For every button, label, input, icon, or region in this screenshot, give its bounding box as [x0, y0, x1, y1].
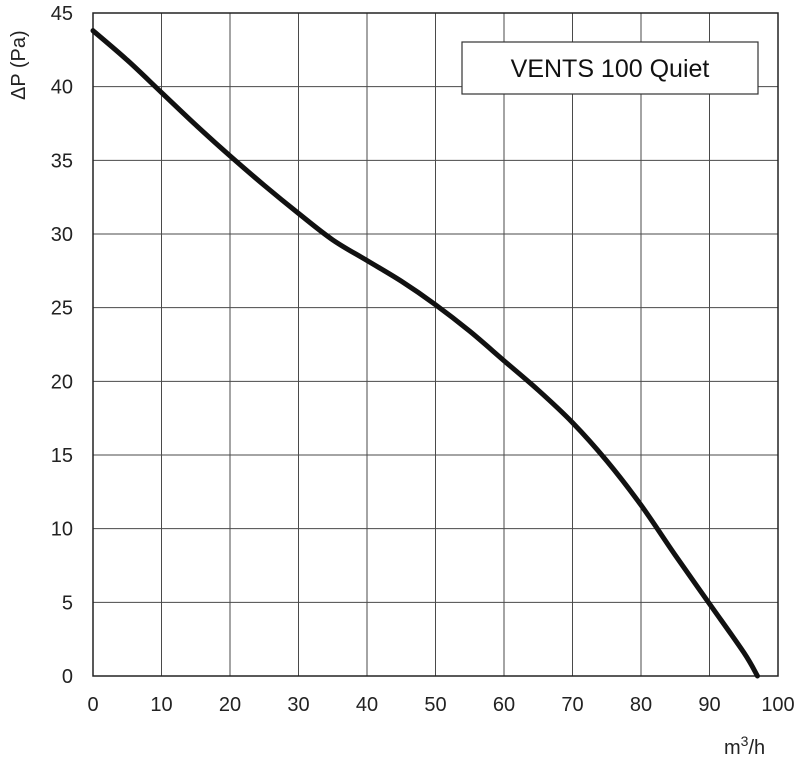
legend-label: VENTS 100 Quiet [511, 55, 710, 83]
x-tick-label-0: 0 [87, 694, 98, 716]
x-axis-label-base: m [724, 737, 741, 759]
y-tick-label-35: 35 [51, 150, 73, 172]
y-tick-label-10: 10 [51, 519, 73, 541]
x-tick-label-20: 20 [219, 694, 241, 716]
series-layer [90, 28, 760, 679]
x-tick-label-50: 50 [424, 694, 446, 716]
x-tick-label-60: 60 [493, 694, 515, 716]
y-tick-label-45: 45 [51, 3, 73, 25]
x-axis-label-superscript: 3 [741, 733, 749, 749]
x-tick-label-90: 90 [698, 694, 720, 716]
series-line-0 [90, 28, 760, 679]
grid [92, 12, 779, 677]
plot-frame [92, 12, 779, 677]
x-tick-label-80: 80 [630, 694, 652, 716]
x-axis-label: m3/h [724, 733, 765, 759]
y-tick-label-25: 25 [51, 298, 73, 320]
legend-box [461, 41, 759, 95]
x-tick-label-40: 40 [356, 694, 378, 716]
x-axis-tick-labels: 0 10 20 30 40 50 60 70 80 90 100 [87, 694, 794, 716]
y-axis-tick-labels: 0 5 10 15 20 25 30 35 40 45 [51, 3, 73, 688]
y-tick-label-40: 40 [51, 77, 73, 99]
y-axis-label: ΔP (Pa) [8, 30, 30, 100]
y-tick-label-5: 5 [62, 592, 73, 614]
y-tick-label-30: 30 [51, 224, 73, 246]
x-tick-label-70: 70 [561, 694, 583, 716]
y-tick-label-15: 15 [51, 445, 73, 467]
x-tick-label-30: 30 [287, 694, 309, 716]
y-tick-label-0: 0 [62, 666, 73, 688]
legend: VENTS 100 Quiet [461, 41, 759, 95]
x-tick-label-100: 100 [761, 694, 794, 716]
x-tick-label-10: 10 [150, 694, 172, 716]
y-tick-label-20: 20 [51, 371, 73, 393]
x-axis-label-rest: /h [748, 737, 765, 759]
